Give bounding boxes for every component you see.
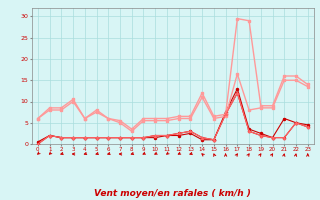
Text: Vent moyen/en rafales ( km/h ): Vent moyen/en rafales ( km/h ) — [94, 189, 251, 198]
